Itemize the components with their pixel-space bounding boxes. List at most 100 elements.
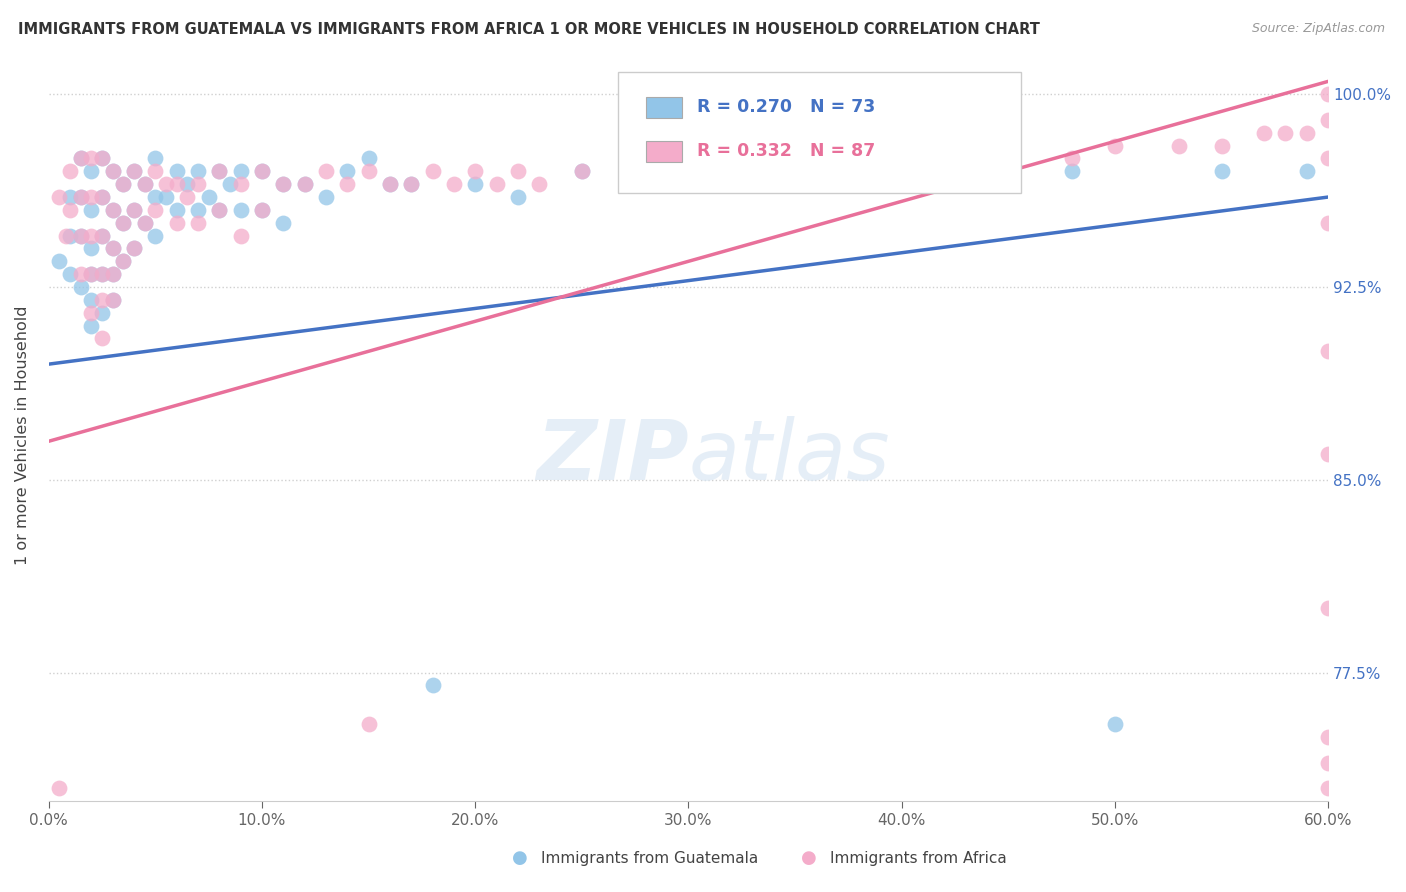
Point [1317, 87, 1340, 102]
Point [208, 164, 231, 178]
Point [91, 331, 114, 345]
FancyBboxPatch shape [619, 72, 1021, 193]
Point [1317, 152, 1340, 166]
Point [443, 177, 465, 191]
Point [48, 781, 70, 796]
Point [134, 177, 156, 191]
Point [336, 177, 359, 191]
Point [464, 177, 486, 191]
Point [112, 216, 135, 230]
Point [229, 228, 252, 243]
Point [187, 177, 209, 191]
Point [59, 190, 82, 204]
Point [91, 152, 114, 166]
Point [134, 177, 156, 191]
Point [69, 190, 91, 204]
Point [48, 190, 70, 204]
Point [464, 164, 486, 178]
Point [271, 177, 294, 191]
Point [219, 177, 242, 191]
Point [229, 177, 252, 191]
Point [134, 216, 156, 230]
Point [101, 164, 124, 178]
Point [571, 164, 593, 178]
Point [101, 242, 124, 256]
Point [1317, 730, 1340, 744]
Point [145, 152, 167, 166]
Point [208, 202, 231, 217]
Point [1104, 138, 1126, 153]
Point [720, 177, 742, 191]
Point [176, 190, 198, 204]
Point [101, 202, 124, 217]
Point [112, 177, 135, 191]
Point [145, 202, 167, 217]
Point [59, 202, 82, 217]
Point [1295, 126, 1317, 140]
Point [527, 177, 550, 191]
Point [155, 177, 177, 191]
Point [783, 164, 806, 178]
Point [422, 678, 444, 692]
Point [678, 164, 700, 178]
Point [1253, 126, 1275, 140]
Point [1317, 447, 1340, 461]
Point [357, 152, 380, 166]
Point [1062, 164, 1084, 178]
Text: Immigrants from Africa: Immigrants from Africa [830, 851, 1007, 865]
Text: Immigrants from Guatemala: Immigrants from Guatemala [541, 851, 759, 865]
Point [187, 216, 209, 230]
Point [91, 190, 114, 204]
Point [145, 190, 167, 204]
Point [741, 164, 763, 178]
Point [112, 254, 135, 268]
Point [399, 177, 422, 191]
Point [80, 293, 103, 307]
Point [69, 280, 91, 294]
Point [250, 202, 273, 217]
Point [80, 152, 103, 166]
Point [166, 164, 188, 178]
Point [101, 202, 124, 217]
Point [336, 164, 359, 178]
Point [1317, 344, 1340, 359]
Point [294, 177, 316, 191]
Point [101, 164, 124, 178]
Point [145, 228, 167, 243]
Point [112, 216, 135, 230]
Point [357, 164, 380, 178]
Point [1062, 152, 1084, 166]
Point [1317, 781, 1340, 796]
Point [91, 267, 114, 281]
Point [91, 293, 114, 307]
Point [229, 164, 252, 178]
Point [294, 177, 316, 191]
Point [1167, 138, 1189, 153]
FancyBboxPatch shape [647, 141, 682, 161]
Point [315, 190, 337, 204]
Point [1317, 112, 1340, 127]
Point [122, 164, 145, 178]
Point [1317, 216, 1340, 230]
Point [101, 267, 124, 281]
Point [80, 190, 103, 204]
Text: atlas: atlas [689, 417, 890, 498]
Point [1211, 164, 1233, 178]
Point [506, 190, 529, 204]
Point [955, 164, 977, 178]
Point [69, 152, 91, 166]
Text: ZIP: ZIP [536, 417, 689, 498]
Point [250, 164, 273, 178]
Point [91, 267, 114, 281]
Point [250, 164, 273, 178]
Point [634, 164, 657, 178]
Point [378, 177, 401, 191]
Point [122, 202, 145, 217]
Point [1317, 756, 1340, 770]
Point [997, 152, 1019, 166]
Text: Source: ZipAtlas.com: Source: ZipAtlas.com [1251, 22, 1385, 36]
Point [166, 216, 188, 230]
Point [187, 202, 209, 217]
Point [187, 164, 209, 178]
Point [208, 164, 231, 178]
